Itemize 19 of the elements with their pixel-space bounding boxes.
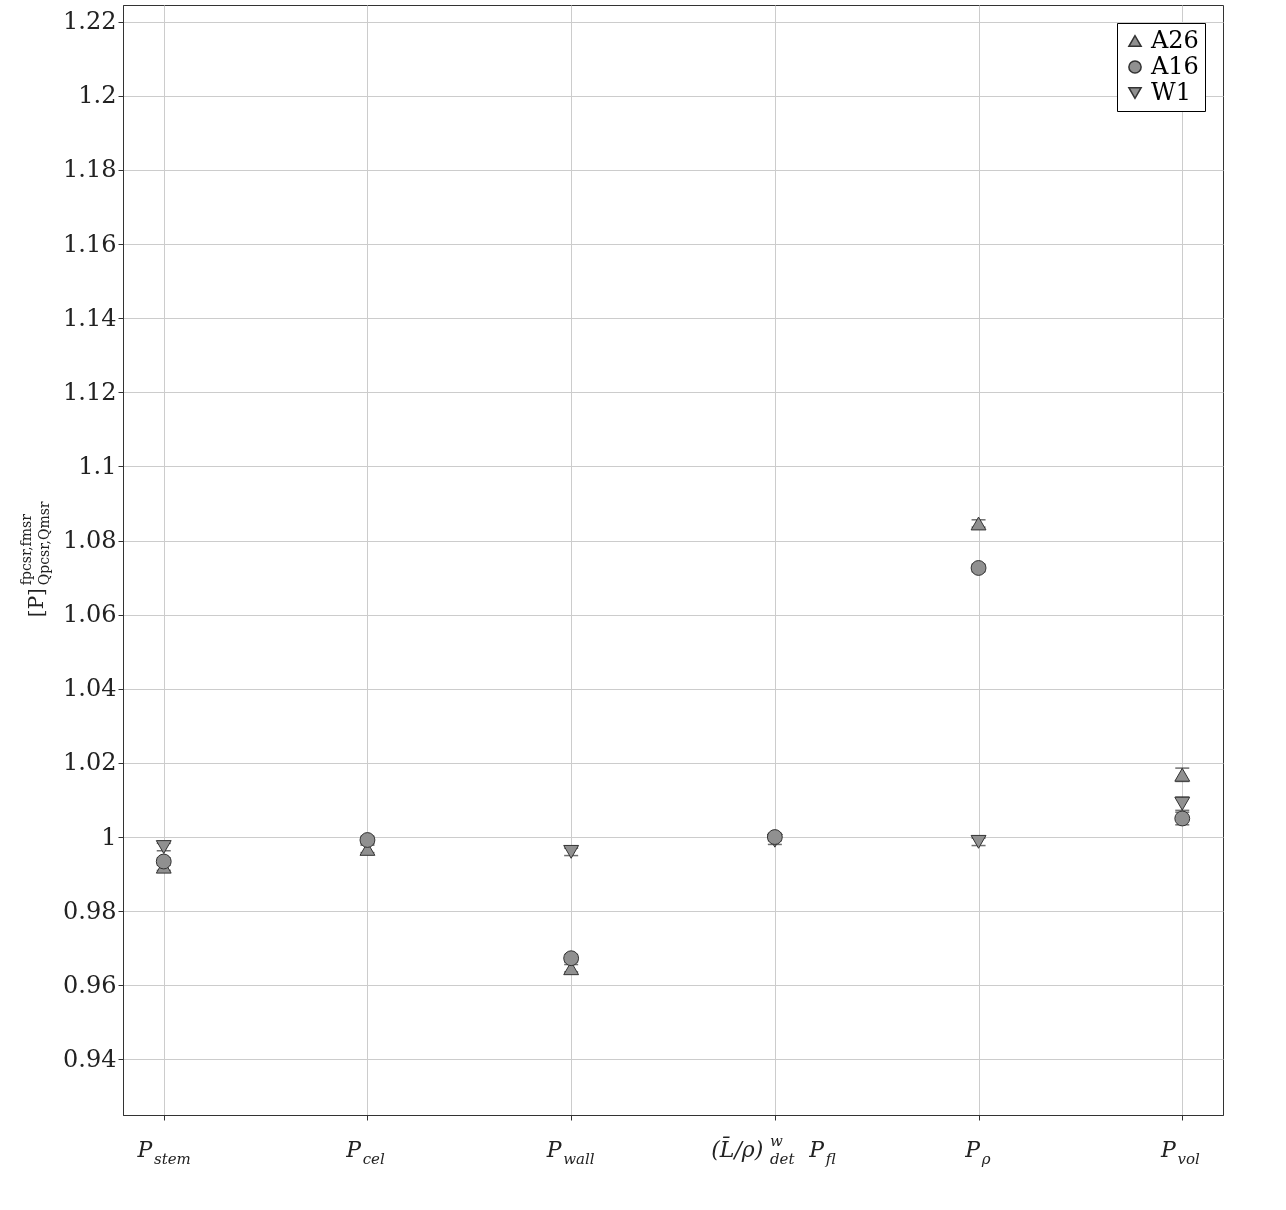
y-tick-label: 1.18 (63, 155, 117, 184)
y-tick-label: 1.04 (63, 674, 117, 703)
y-tick-label: 1.1 (78, 451, 117, 480)
y-axis-title: [P]fpcsr,fmsrQpcsr,Qmsr (18, 501, 52, 618)
y-tick-label: 1.14 (63, 303, 117, 332)
y-tick-label: 1.2 (78, 81, 117, 110)
legend-label: A26 (1150, 26, 1199, 54)
y-tick-label: 1.22 (63, 7, 117, 36)
y-tick-label: 1.16 (63, 229, 117, 258)
y-tick-label: 1.12 (63, 377, 117, 406)
y-tick-label: 1 (101, 822, 117, 851)
legend-label: A16 (1150, 52, 1199, 80)
y-tick-label: 1.06 (63, 600, 117, 629)
y-tick-label: 0.94 (63, 1044, 117, 1073)
y-tick-label: 1.02 (63, 748, 117, 777)
y-tick-label: 1.08 (63, 526, 117, 555)
y-tick-label: 0.96 (63, 970, 117, 999)
y-tick-label: 0.98 (63, 896, 117, 925)
legend-label: W1 (1151, 78, 1191, 106)
